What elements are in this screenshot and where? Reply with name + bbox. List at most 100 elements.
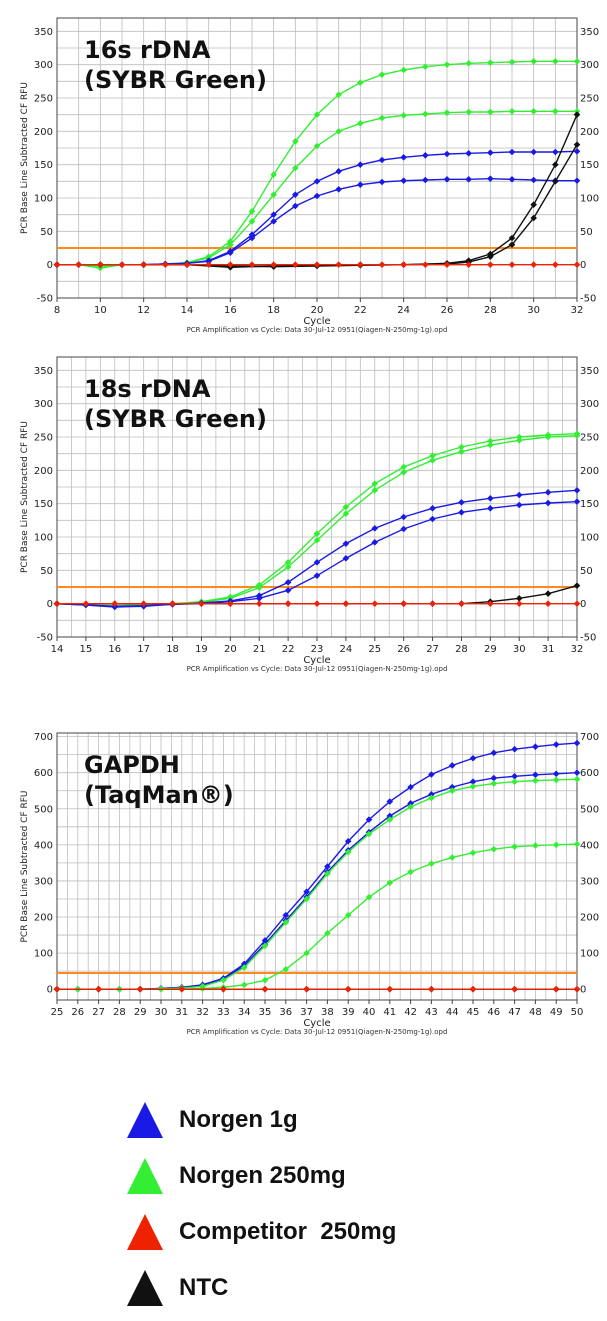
- x-tick-label: 28: [455, 644, 468, 655]
- data-point-norgen_1g: [342, 555, 350, 562]
- data-point-competitor_250mg: [205, 261, 212, 268]
- data-point-competitor_250mg: [515, 600, 523, 607]
- data-point-norgen_250mg: [357, 79, 364, 86]
- data-point-norgen_250mg: [313, 142, 321, 150]
- x-tick-label: 46: [487, 1007, 500, 1018]
- data-point-norgen_250mg: [248, 218, 256, 225]
- data-point-norgen_250mg: [303, 949, 310, 957]
- data-point-norgen_250mg: [487, 59, 494, 66]
- x-tick-label: 28: [113, 1007, 126, 1018]
- data-point-competitor_250mg: [400, 261, 407, 268]
- data-point-norgen_250mg: [378, 71, 386, 78]
- data-point-norgen_250mg: [532, 777, 539, 784]
- data-point-norgen_250mg: [324, 870, 331, 878]
- data-point-norgen_250mg: [532, 842, 539, 849]
- chart-title-line: (SYBR Green): [84, 66, 267, 94]
- data-point-norgen_1g: [313, 572, 321, 579]
- data-point-norgen_250mg: [552, 841, 560, 849]
- y-tick-label-left: 250: [34, 433, 53, 444]
- y-axis-label: PCR Base Line Subtracted CF RFU: [20, 421, 30, 573]
- data-point-norgen_1g: [544, 499, 552, 507]
- x-tick-label: 36: [279, 1007, 292, 1018]
- data-point-ntc: [508, 234, 516, 242]
- data-point-norgen_250mg: [282, 966, 290, 973]
- data-point-norgen_250mg: [365, 830, 373, 838]
- data-point-norgen_1g: [313, 192, 321, 200]
- data-point-norgen_1g: [573, 177, 581, 184]
- data-point-norgen_250mg: [324, 929, 331, 937]
- x-tick-label: 42: [404, 1007, 417, 1018]
- data-point-norgen_250mg: [365, 893, 373, 901]
- data-point-norgen_250mg: [515, 433, 523, 441]
- data-point-norgen_250mg: [386, 816, 394, 823]
- data-point-competitor_250mg: [511, 985, 518, 993]
- x-tick-label: 16: [108, 644, 121, 655]
- x-axis-label: Cycle: [303, 316, 330, 327]
- data-point-norgen_1g: [342, 540, 350, 547]
- data-point-norgen_250mg: [487, 441, 494, 449]
- data-point-norgen_1g: [429, 505, 436, 512]
- chart-title-line: (SYBR Green): [84, 405, 267, 433]
- data-point-competitor_250mg: [140, 261, 147, 268]
- x-tick-label: 23: [311, 644, 324, 655]
- y-tick-label-left: 600: [34, 768, 53, 779]
- data-point-norgen_250mg: [511, 843, 518, 850]
- data-point-ntc: [552, 161, 559, 168]
- x-tick-label: 44: [446, 1007, 459, 1018]
- x-axis-label: Cycle: [303, 655, 330, 666]
- data-point-competitor_250mg: [573, 261, 581, 268]
- data-point-competitor_250mg: [313, 261, 321, 268]
- data-point-competitor_250mg: [386, 985, 394, 993]
- data-point-norgen_250mg: [335, 91, 342, 98]
- data-point-ntc: [508, 241, 516, 248]
- data-point-norgen_250mg: [552, 108, 559, 115]
- data-point-norgen_250mg: [429, 457, 436, 464]
- x-tick-label: 25: [51, 1007, 64, 1018]
- legend-item-ntc: NTC: [125, 1260, 595, 1316]
- data-point-ntc: [515, 595, 523, 602]
- data-point-ntc: [530, 214, 537, 222]
- data-point-norgen_1g: [313, 178, 321, 185]
- data-point-ntc: [573, 582, 581, 589]
- y-tick-label-left: 300: [34, 60, 53, 71]
- data-point-norgen_250mg: [371, 480, 379, 487]
- data-point-competitor_250mg: [53, 600, 61, 607]
- data-point-norgen_250mg: [407, 868, 414, 876]
- y-tick-label-left: 0: [47, 985, 53, 996]
- x-tick-label: 30: [155, 1007, 168, 1018]
- data-point-norgen_250mg: [573, 58, 581, 65]
- data-point-norgen_1g: [532, 743, 539, 751]
- y-tick-label-left: 350: [34, 27, 53, 38]
- data-point-competitor_250mg: [357, 261, 364, 268]
- data-point-norgen_250mg: [422, 63, 429, 70]
- y-axis-label: PCR Base Line Subtracted CF RFU: [20, 82, 30, 234]
- data-point-norgen_250mg: [378, 114, 386, 122]
- data-point-norgen_1g: [511, 772, 518, 780]
- data-point-ntc: [530, 201, 537, 208]
- data-point-competitor_250mg: [169, 600, 176, 607]
- y-tick-label-left: 300: [34, 876, 53, 887]
- data-point-norgen_250mg: [357, 120, 364, 127]
- data-point-norgen_250mg: [515, 437, 523, 444]
- data-point-competitor_250mg: [469, 985, 477, 993]
- x-tick-label: 24: [340, 644, 353, 655]
- data-point-competitor_250mg: [178, 985, 186, 993]
- data-point-competitor_250mg: [183, 261, 191, 268]
- y-tick-label-right: 300: [580, 876, 599, 887]
- data-point-norgen_250mg: [344, 911, 352, 919]
- data-point-competitor_250mg: [443, 261, 451, 268]
- y-tick-label-right: 350: [580, 27, 599, 38]
- x-tick-label: 30: [527, 305, 540, 316]
- data-point-norgen_250mg: [400, 66, 407, 74]
- data-point-competitor_250mg: [53, 261, 61, 268]
- data-point-competitor_250mg: [458, 600, 465, 607]
- x-tick-label: 26: [71, 1007, 84, 1018]
- data-point-norgen_250mg: [292, 138, 299, 145]
- data-point-competitor_250mg: [270, 261, 277, 268]
- red-triangle-icon: [127, 1214, 163, 1250]
- data-point-norgen_250mg: [261, 976, 269, 984]
- data-point-norgen_250mg: [552, 776, 560, 784]
- x-tick-label: 32: [571, 644, 584, 655]
- data-point-norgen_1g: [365, 816, 373, 823]
- data-point-ntc: [573, 111, 581, 118]
